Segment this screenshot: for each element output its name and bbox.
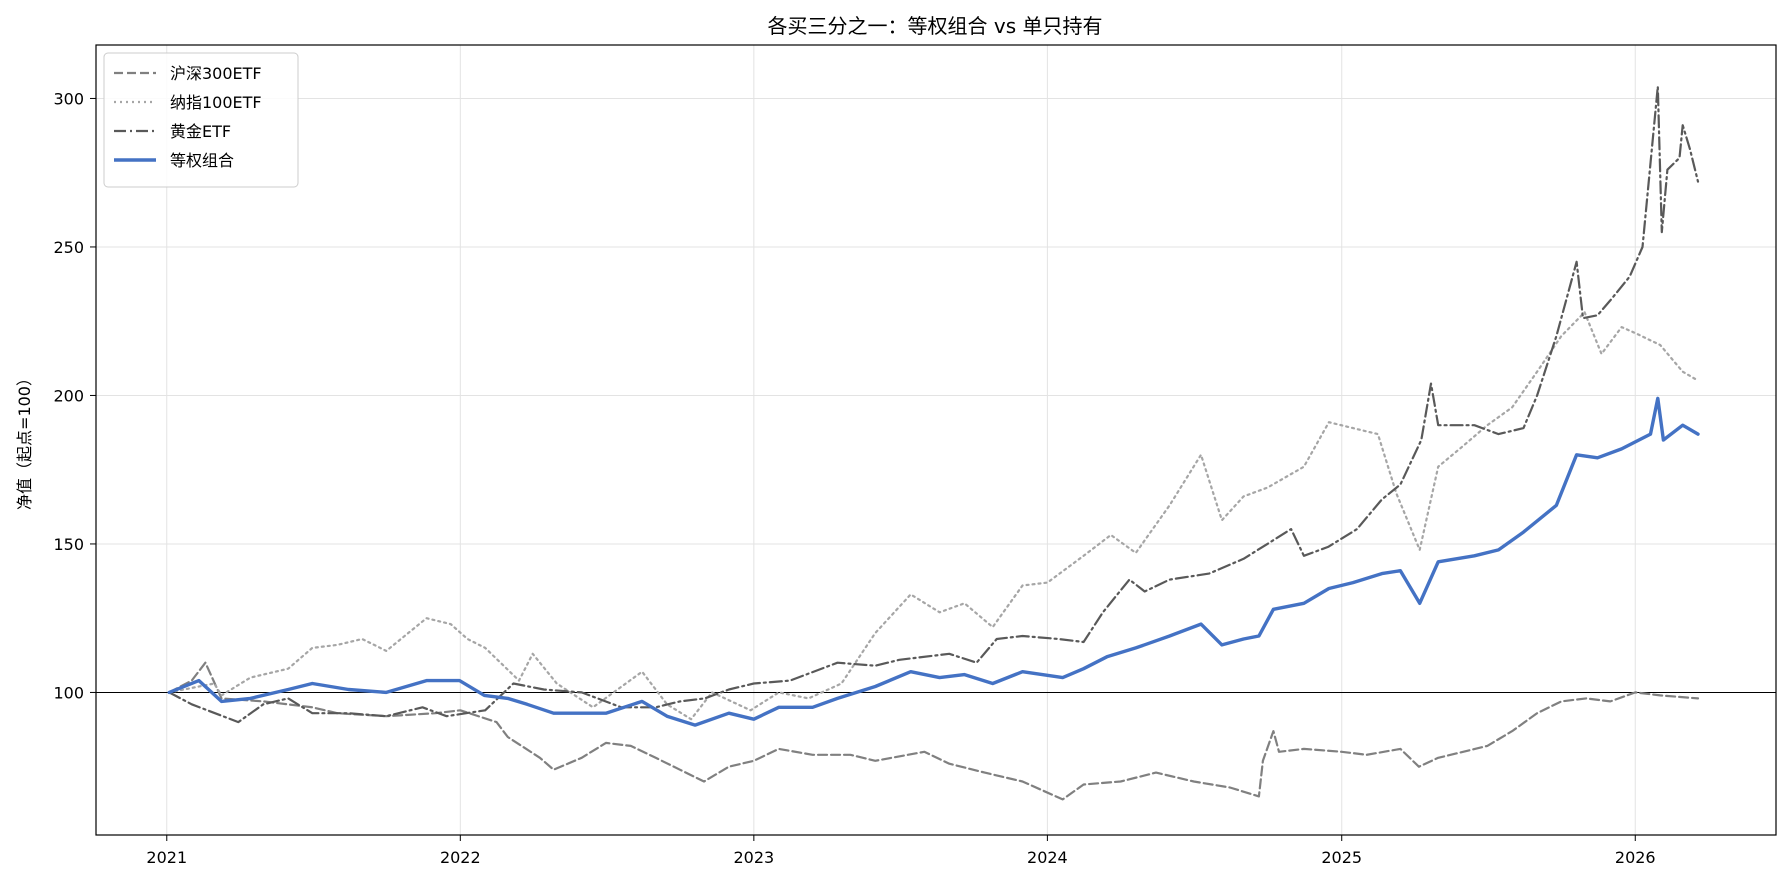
y-tick-label-100: 100 <box>53 683 84 702</box>
legend-label-2: 纳指100ETF <box>170 93 262 112</box>
legend-label-1: 沪深300ETF <box>170 64 262 83</box>
axis-ticks: 100 150 200 250 300 2021 2022 2023 2024 2025 2026 <box>53 89 1655 867</box>
series-line-4 <box>167 396 1700 727</box>
legend-label-4: 等权组合 <box>170 151 234 170</box>
plot-frame <box>95 44 1777 836</box>
y-tick-label-150: 150 <box>53 535 84 554</box>
x-tick-label-2024: 2024 <box>1027 848 1068 867</box>
y-axis-label: 净值（起点=100） <box>15 370 34 510</box>
legend-box <box>103 52 299 188</box>
y-tick-label-250: 250 <box>53 238 84 257</box>
x-tick-label-2022: 2022 <box>440 848 481 867</box>
x-tick-label-2025: 2025 <box>1321 848 1362 867</box>
y-tick-label-300: 300 <box>53 89 84 108</box>
legend: 沪深300ETF 纳指100ETF 黄金ETF 等权组合 <box>103 52 299 188</box>
chart-title: 各买三分之一：等权组合 vs 单只持有 <box>768 14 1103 38</box>
series-line-3 <box>168 85 1700 724</box>
data-series <box>167 85 1700 801</box>
legend-label-3: 黄金ETF <box>170 122 231 141</box>
y-tick-label-200: 200 <box>53 386 84 405</box>
x-tick-label-2026: 2026 <box>1615 848 1656 867</box>
x-tick-label-2023: 2023 <box>733 848 774 867</box>
x-tick-label-2021: 2021 <box>146 848 187 867</box>
